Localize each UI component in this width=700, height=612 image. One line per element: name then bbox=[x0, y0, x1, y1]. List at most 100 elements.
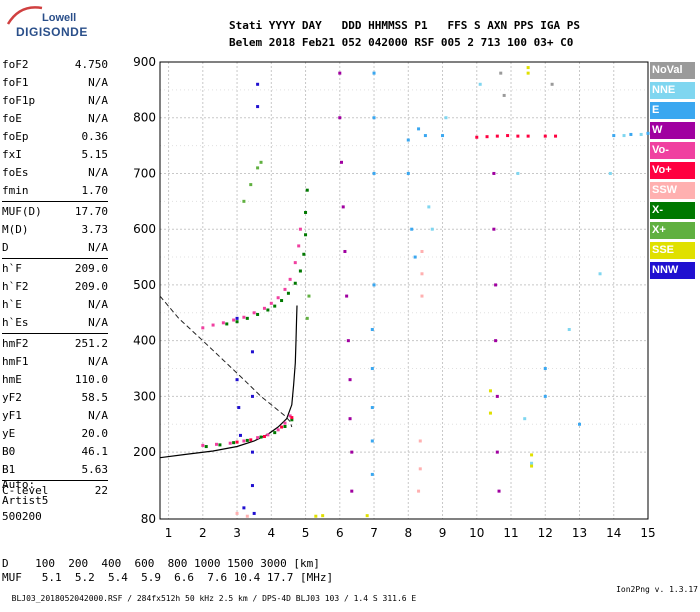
param-name: foE bbox=[2, 112, 22, 125]
point-e bbox=[417, 127, 421, 131]
param-name: M(D) bbox=[2, 223, 29, 236]
param-row: C-level 22 bbox=[2, 482, 108, 500]
point-nne bbox=[444, 116, 448, 120]
param-value: N/A bbox=[88, 409, 108, 422]
param-name: yF2 bbox=[2, 391, 22, 404]
param-row: fmin 1.70 bbox=[2, 182, 108, 200]
point-vo- bbox=[266, 433, 270, 437]
param-name: foF2 bbox=[2, 58, 29, 71]
point-w bbox=[494, 283, 498, 287]
point-noval bbox=[550, 82, 554, 86]
point-vo- bbox=[293, 261, 297, 265]
param-value: 209.0 bbox=[74, 280, 108, 293]
point-vo- bbox=[288, 277, 292, 281]
point-vo- bbox=[228, 441, 232, 445]
point-nnw bbox=[250, 350, 254, 354]
param-value: 5.63 bbox=[81, 463, 109, 476]
muf-distance-table: D 100 200 400 600 800 1000 1500 3000 [km… bbox=[2, 557, 333, 585]
point-sse bbox=[526, 66, 530, 70]
scaled-parameters-panel: foF2 4.750 foF1 N/A foF1p N/A foE N/A foEp 0.36 fx… bbox=[2, 56, 108, 500]
param-row: hmF2 251.2 bbox=[2, 335, 108, 353]
point-nnw bbox=[256, 82, 260, 86]
y-tick-label: 80 bbox=[141, 512, 156, 526]
y-tick-label: 500 bbox=[133, 278, 156, 292]
point-w bbox=[343, 249, 347, 253]
param-name: B0 bbox=[2, 445, 16, 458]
point-sse bbox=[526, 71, 530, 75]
legend-item-vo-: Vo+ bbox=[650, 162, 695, 179]
param-name: hmF2 bbox=[2, 337, 29, 350]
point-e bbox=[543, 394, 547, 398]
param-name: foF1 bbox=[2, 76, 29, 89]
point-e bbox=[372, 116, 376, 120]
point-e bbox=[410, 227, 414, 231]
point-x- bbox=[305, 188, 309, 192]
point-vo- bbox=[298, 227, 302, 231]
param-value: 1.70 bbox=[81, 184, 109, 197]
point-x- bbox=[304, 210, 308, 214]
x-tick-label: 2 bbox=[199, 526, 207, 540]
param-row: fxI 5.15 bbox=[2, 146, 108, 164]
point-nnw bbox=[250, 394, 254, 398]
muf-row: MUF 5.1 5.2 5.4 5.9 6.6 7.6 10.4 17.7 [M… bbox=[2, 571, 334, 584]
point-w bbox=[348, 417, 352, 421]
param-value: 3.73 bbox=[81, 223, 109, 236]
param-row: h`F 209.0 bbox=[2, 260, 108, 278]
point-x- bbox=[273, 304, 277, 308]
param-row: foF1p N/A bbox=[2, 92, 108, 110]
point-vo- bbox=[201, 326, 205, 330]
point-vo- bbox=[276, 428, 280, 432]
point-x- bbox=[259, 160, 263, 164]
point-ssw bbox=[418, 439, 422, 443]
point-nne bbox=[639, 132, 643, 136]
param-name: hmE bbox=[2, 373, 22, 386]
auto-program: Artist5 bbox=[2, 494, 49, 507]
point-w bbox=[497, 489, 501, 493]
point-x- bbox=[232, 441, 236, 445]
point-ssw bbox=[420, 249, 424, 253]
point-w bbox=[346, 339, 350, 343]
point-w bbox=[495, 450, 499, 454]
point-vo- bbox=[242, 439, 246, 443]
point-w bbox=[350, 489, 354, 493]
x-tick-label: 13 bbox=[572, 526, 587, 540]
point-vo- bbox=[269, 301, 273, 305]
footer-version: Ion2Png v. 1.3.17 bbox=[616, 585, 698, 594]
point-e bbox=[406, 138, 410, 142]
param-row: h`F2 209.0 bbox=[2, 278, 108, 296]
point-vo- bbox=[506, 134, 510, 138]
legend-item-sse: SSE bbox=[650, 242, 695, 259]
point-w bbox=[338, 116, 342, 120]
x-tick-label: 10 bbox=[469, 526, 484, 540]
point-w bbox=[345, 294, 349, 298]
point-vo- bbox=[201, 443, 205, 447]
x-tick-label: 7 bbox=[370, 526, 378, 540]
auto-version: 500200 bbox=[2, 510, 42, 523]
point-nnw bbox=[242, 506, 246, 510]
point-vo- bbox=[526, 134, 530, 138]
point-vo- bbox=[283, 421, 287, 425]
x-tick-label: 11 bbox=[503, 526, 518, 540]
point-w bbox=[348, 378, 352, 382]
point-x- bbox=[218, 443, 222, 447]
param-row: h`E N/A bbox=[2, 296, 108, 314]
plot-frame bbox=[159, 61, 649, 520]
point-ssw bbox=[420, 272, 424, 276]
x-tick-label: 8 bbox=[404, 526, 412, 540]
dashed-profile-line bbox=[159, 295, 293, 428]
point-vo- bbox=[283, 287, 287, 291]
param-value: 0.36 bbox=[81, 130, 109, 143]
point-sse bbox=[530, 464, 534, 468]
point-e bbox=[370, 367, 374, 371]
point-vo- bbox=[252, 311, 256, 315]
x-tick-label: 1 bbox=[165, 526, 173, 540]
point-w bbox=[341, 205, 345, 209]
param-row: B0 46.1 bbox=[2, 443, 108, 461]
point-e bbox=[646, 131, 650, 135]
point-e bbox=[372, 171, 376, 175]
point-vo- bbox=[290, 416, 294, 420]
autoscaling-info: Auto: Artist5 500200 bbox=[2, 477, 48, 525]
x-tick-label: 14 bbox=[606, 526, 621, 540]
param-name: D bbox=[2, 241, 9, 254]
point-x- bbox=[245, 316, 249, 320]
